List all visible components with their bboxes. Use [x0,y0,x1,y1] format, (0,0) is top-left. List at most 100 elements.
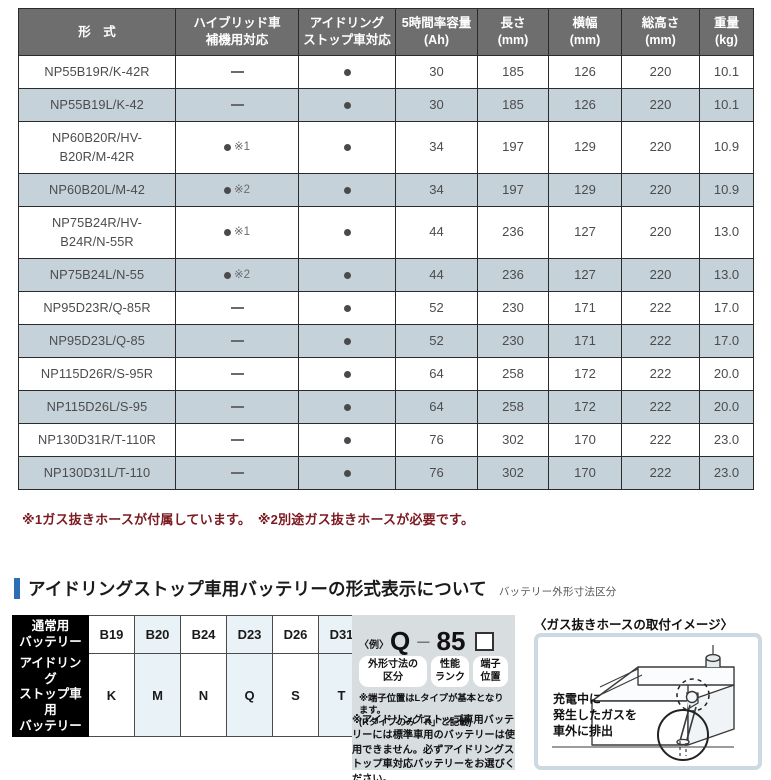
battery-spec-table: 形 式 ハイブリッド車 補機用対応 アイドリング ストップ車対応 5時間率容量 … [18,8,754,490]
caption-line2: 発生したガスを [553,708,638,723]
cell-capacity: 76 [395,456,478,490]
column-header-width: 横幅 (mm) [548,8,622,56]
dash-icon [230,340,244,343]
caption-line3: 車外に排出 [553,724,614,739]
pill-line2: 区分 [383,671,404,683]
table-row: NP130D31R/T-110R 76 302 170 222 23.0 [18,423,754,457]
cell-length: 185 [477,88,549,122]
cell-width: 170 [548,456,622,490]
model-code-example-box: 〈例〉 Q – 85 外形寸法の 区分 性能 ランク 端子 位置 ※端子位置はL… [352,615,515,770]
cell-length: 258 [477,390,549,424]
size-code-mapping-table: 通常用 バッテリー B19 B20 B24 D23 D26 D31 アイドリング… [12,615,365,738]
section-subtitle: バッテリー外形寸法区分 [498,586,617,598]
header-line1: 長さ [500,16,526,31]
dot-icon [343,101,351,109]
table-row: NP95D23L/Q-85 52 230 171 222 17.0 [18,324,754,358]
dash-icon [230,472,244,475]
caption-line1: 充電中に [553,692,602,706]
cell-idling-stop-support [298,121,396,174]
cell-capacity: 30 [395,88,478,122]
cell-length: 302 [477,423,549,457]
idling-code-cell: M [134,652,181,738]
legend-pill-performance: 性能 ランク [431,656,469,687]
pill-line1: 性能 [439,659,460,670]
cell-width: 171 [548,291,622,325]
illustration-caption: 充電中に 発生したガスを 車外に排出 [553,691,637,740]
dot-icon [343,271,351,279]
footnote-marker: ※2 [233,183,251,196]
table-row: NP60B20R/HV- B20R/M-42R ※1 34 197 129 220 10.9 [18,121,754,174]
cell-model: NP60B20R/HV- B20R/M-42R [18,121,176,174]
pill-line1: 外形寸法の [368,659,419,670]
cell-idling-stop-support [298,291,396,325]
idling-code-cell: Q [226,652,273,738]
cell-capacity: 34 [395,121,478,174]
terminal-position-note: ※端子位置はLタイプが基本となります。 (Rタイプのみ「R」と記載) [359,692,508,728]
cell-width: 129 [548,173,622,207]
standard-code-cell: D26 [272,615,319,654]
dot-icon [223,271,231,279]
cell-total-height: 220 [621,258,700,292]
dot-icon [223,229,231,237]
example-separator: – [417,628,430,653]
cell-model: NP60B20L/M-42 [18,173,176,207]
cell-hybrid-support: ※2 [175,258,299,292]
gas-hose-illustration-panel [534,633,762,770]
dot-icon [223,186,231,194]
table-row: NP130D31L/T-110 76 302 170 222 23.0 [18,456,754,490]
header-line1: ハイブリッド車 [193,16,281,31]
cell-model: NP130D31L/T-110 [18,456,176,490]
cell-model: NP55B19L/K-42 [18,88,176,122]
column-header-capacity: 5時間率容量 (Ah) [395,8,478,56]
header-line2: (mm) [645,33,676,47]
cell-length: 302 [477,456,549,490]
row-header-line1: 通常用 [31,618,70,633]
cell-capacity: 30 [395,55,478,89]
cell-model: NP130D31R/T-110R [18,423,176,457]
dot-icon [343,403,351,411]
dot-icon [223,144,231,152]
footnote-marker: ※1 [233,226,251,239]
cell-width: 172 [548,357,622,391]
cell-model: NP55B19R/K-42R [18,55,176,89]
terminal-note-line2: (Rタイプのみ「R」と記載) [359,717,472,728]
footnote-marker: ※1 [233,141,251,154]
cell-capacity: 76 [395,423,478,457]
example-label: 〈例〉 [359,640,389,651]
cell-capacity: 64 [395,357,478,391]
cell-total-height: 222 [621,423,700,457]
table-row: NP60B20L/M-42 ※2 34 197 129 220 10.9 [18,173,754,207]
idling-code-cell: S [272,652,319,738]
dot-icon [343,304,351,312]
battery-gas-hose-diagram-icon [552,645,735,761]
dot-icon [343,436,351,444]
cell-total-height: 222 [621,324,700,358]
table-row: NP75B24R/HV- B24R/N-55R ※1 44 236 127 220 13.0 [18,206,754,259]
cell-capacity: 64 [395,390,478,424]
column-header-total-height: 総高さ (mm) [621,8,700,56]
cell-idling-stop-support [298,423,396,457]
cell-hybrid-support [175,390,299,424]
footnote-marker: ※2 [233,268,251,281]
dash-icon [230,406,244,409]
cell-total-height: 220 [621,206,700,259]
header-line1: 総高さ [641,16,680,31]
table-row: NP55B19L/K-42 30 185 126 220 10.1 [18,88,754,122]
header-line2: 補機用対応 [205,33,269,47]
legend-pill-dimension: 外形寸法の 区分 [359,656,428,687]
pill-line2: 位置 [480,671,501,683]
dash-icon [230,307,244,310]
mapping-row-idling-stop: アイドリング ストップ車用 バッテリー K M N Q S T [12,652,365,738]
cell-capacity: 44 [395,206,478,259]
terminal-note-line1: ※端子位置はLタイプが基本となります。 [359,693,504,716]
cell-weight: 13.0 [699,258,754,292]
section-title: アイドリングストップ車用バッテリーの形式表示について [28,579,487,599]
cell-length: 236 [477,206,549,259]
size-code-mapping-container: 通常用 バッテリー B19 B20 B24 D23 D26 D31 アイドリング… [12,615,365,738]
standard-code-cell: B19 [88,615,135,654]
cell-weight: 20.0 [699,390,754,424]
table-header-row: 形 式 ハイブリッド車 補機用対応 アイドリング ストップ車対応 5時間率容量 … [18,8,754,56]
cell-width: 129 [548,121,622,174]
cell-weight: 10.1 [699,88,754,122]
dot-icon [343,469,351,477]
